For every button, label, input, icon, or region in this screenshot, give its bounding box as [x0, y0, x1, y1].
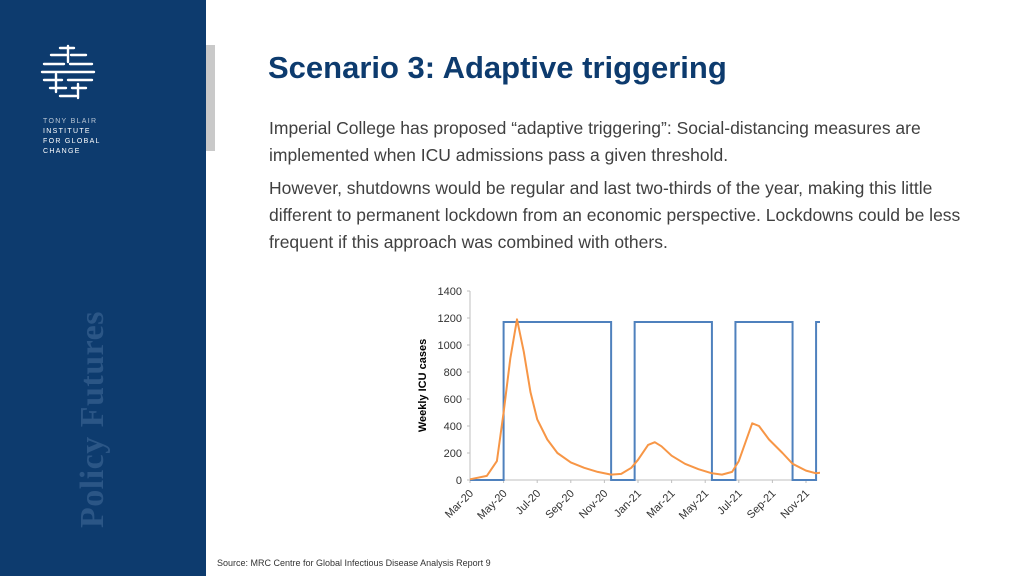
paragraph-adaptive-triggering: Imperial College has proposed “adaptive … — [269, 118, 921, 165]
icu-cases-line — [469, 318, 820, 481]
sidebar: TONY BLAIR INSTITUTE FOR GLOBAL CHANGE P… — [0, 0, 206, 576]
org-name-line: TONY BLAIR — [43, 118, 98, 125]
x-tick-label: Jul-21 — [715, 488, 745, 518]
x-tick-label: Nov-21 — [779, 488, 813, 522]
institute-logo-icon — [40, 44, 96, 100]
x-tick-label: Jul-20 — [514, 488, 544, 518]
x-tick-label: May-20 — [475, 488, 509, 522]
organization-name: TONY BLAIR INSTITUTE FOR GLOBAL CHANGE — [43, 117, 101, 157]
y-tick-label: 1400 — [438, 286, 462, 298]
source-note: Source: MRC Centre for Global Infectious… — [217, 558, 491, 568]
x-tick-label: May-21 — [677, 488, 711, 522]
y-tick-label: 800 — [444, 367, 462, 379]
y-tick-label: 1000 — [438, 340, 462, 352]
x-tick-label: Sep-20 — [543, 488, 577, 522]
y-tick-label: 400 — [444, 421, 462, 433]
y-tick-label: 200 — [444, 448, 462, 460]
x-tick-label: Mar-21 — [645, 488, 678, 521]
slide-title: Scenario 3: Adaptive triggering — [268, 50, 727, 85]
org-name-line: INSTITUTE — [43, 128, 91, 135]
x-tick-label: Sep-21 — [745, 488, 779, 522]
y-tick-label: 600 — [444, 394, 462, 406]
y-axis-label: Weekly ICU cases — [417, 339, 429, 432]
org-name-line: CHANGE — [43, 148, 81, 155]
lockdown-trigger-line — [470, 321, 820, 481]
org-name-line: FOR GLOBAL — [43, 138, 101, 145]
accent-bar — [206, 45, 215, 151]
policy-futures-label: Policy Futures — [74, 311, 111, 528]
x-tick-label: Mar-20 — [443, 488, 476, 521]
paragraph-shutdowns: However, shutdowns would be regular and … — [269, 178, 961, 252]
y-tick-label: 1200 — [438, 313, 462, 325]
y-tick-label: 0 — [456, 475, 462, 487]
x-tick-label: Nov-20 — [577, 488, 611, 522]
x-tick-label: Jan-21 — [612, 488, 644, 520]
